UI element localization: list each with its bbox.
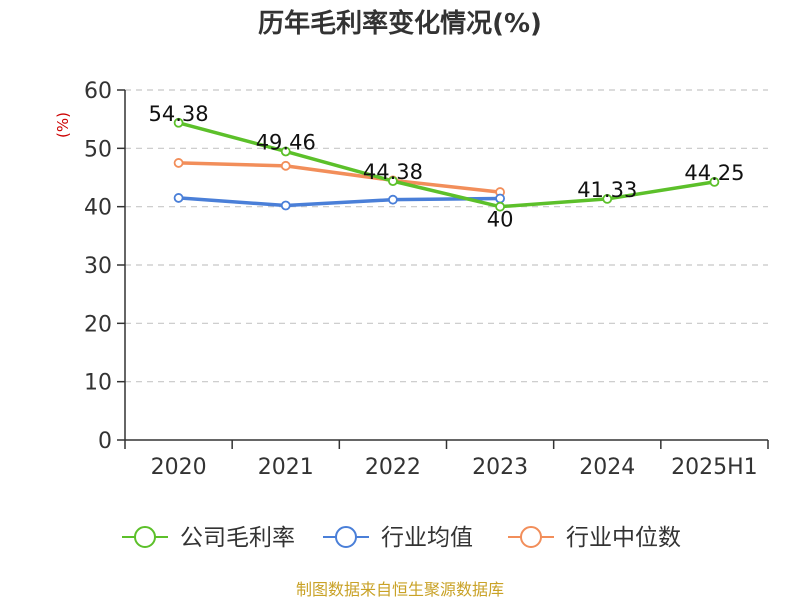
data-point-1 [388, 194, 398, 205]
x-tick-label: 2023 [472, 455, 528, 480]
data-point-0 [495, 201, 505, 212]
y-tick-label: 60 [84, 79, 112, 104]
x-tick-label: 2024 [579, 455, 635, 480]
data-point-0 [280, 146, 291, 157]
x-tick-label: 2021 [258, 455, 314, 480]
y-tick-label: 20 [84, 312, 112, 337]
data-label: 41.33 [577, 178, 637, 202]
legend-item-0: 公司毛利率 [122, 525, 295, 551]
data-point-1 [173, 193, 184, 203]
x-tick-label: 2020 [151, 455, 207, 480]
data-point-2 [173, 158, 184, 168]
data-label: 40 [487, 208, 514, 232]
data-label: 44.38 [363, 160, 423, 184]
x-tick-label: 2022 [365, 455, 421, 480]
source-footer: 制图数据来自恒生聚源数据库 [296, 580, 504, 599]
axes: 0 10 20 30 40 50 60 2020 2021 2022 2023 2024 2025H1 [84, 79, 769, 480]
data-point-0 [388, 176, 398, 187]
data-label: 49.46 [256, 130, 316, 154]
legend-swatch-marker [134, 526, 156, 548]
series-line-2 [176, 161, 502, 194]
legend-item-1: 行业均值 [323, 525, 473, 551]
data-label: 44.25 [684, 161, 744, 185]
data-point-0 [173, 117, 184, 128]
data-point-0 [602, 194, 613, 204]
x-tick-label: 2025H1 [671, 455, 758, 480]
series-line-0 [176, 121, 717, 209]
y-tick-label: 0 [98, 429, 112, 454]
legend-label: 行业中位数 [566, 525, 681, 551]
legend: 公司毛利率 行业均值 行业中位数 [122, 525, 681, 551]
data-point-1 [495, 193, 505, 204]
y-axis-unit-label: (%) [54, 112, 72, 138]
data-label: 54.38 [149, 102, 209, 126]
series-line-1 [176, 196, 502, 208]
chart-title: 历年毛利率变化情况(%) [258, 8, 542, 39]
series-lines [173, 117, 720, 212]
y-tick-label: 10 [84, 371, 112, 396]
gridlines [125, 89, 768, 383]
legend-swatch-marker [335, 526, 357, 548]
legend-label: 公司毛利率 [180, 525, 295, 551]
data-labels: 54.38 49.46 44.38 40 41.33 44.25 [149, 102, 745, 232]
legend-swatch-marker [520, 526, 542, 548]
legend-label: 行业均值 [381, 525, 473, 551]
data-point-1 [280, 200, 291, 211]
y-tick-label: 30 [84, 254, 112, 279]
y-tick-label: 40 [84, 196, 112, 221]
data-point-2 [280, 160, 291, 171]
y-tick-label: 50 [84, 137, 112, 162]
legend-item-2: 行业中位数 [508, 525, 681, 551]
data-point-0 [709, 176, 720, 187]
